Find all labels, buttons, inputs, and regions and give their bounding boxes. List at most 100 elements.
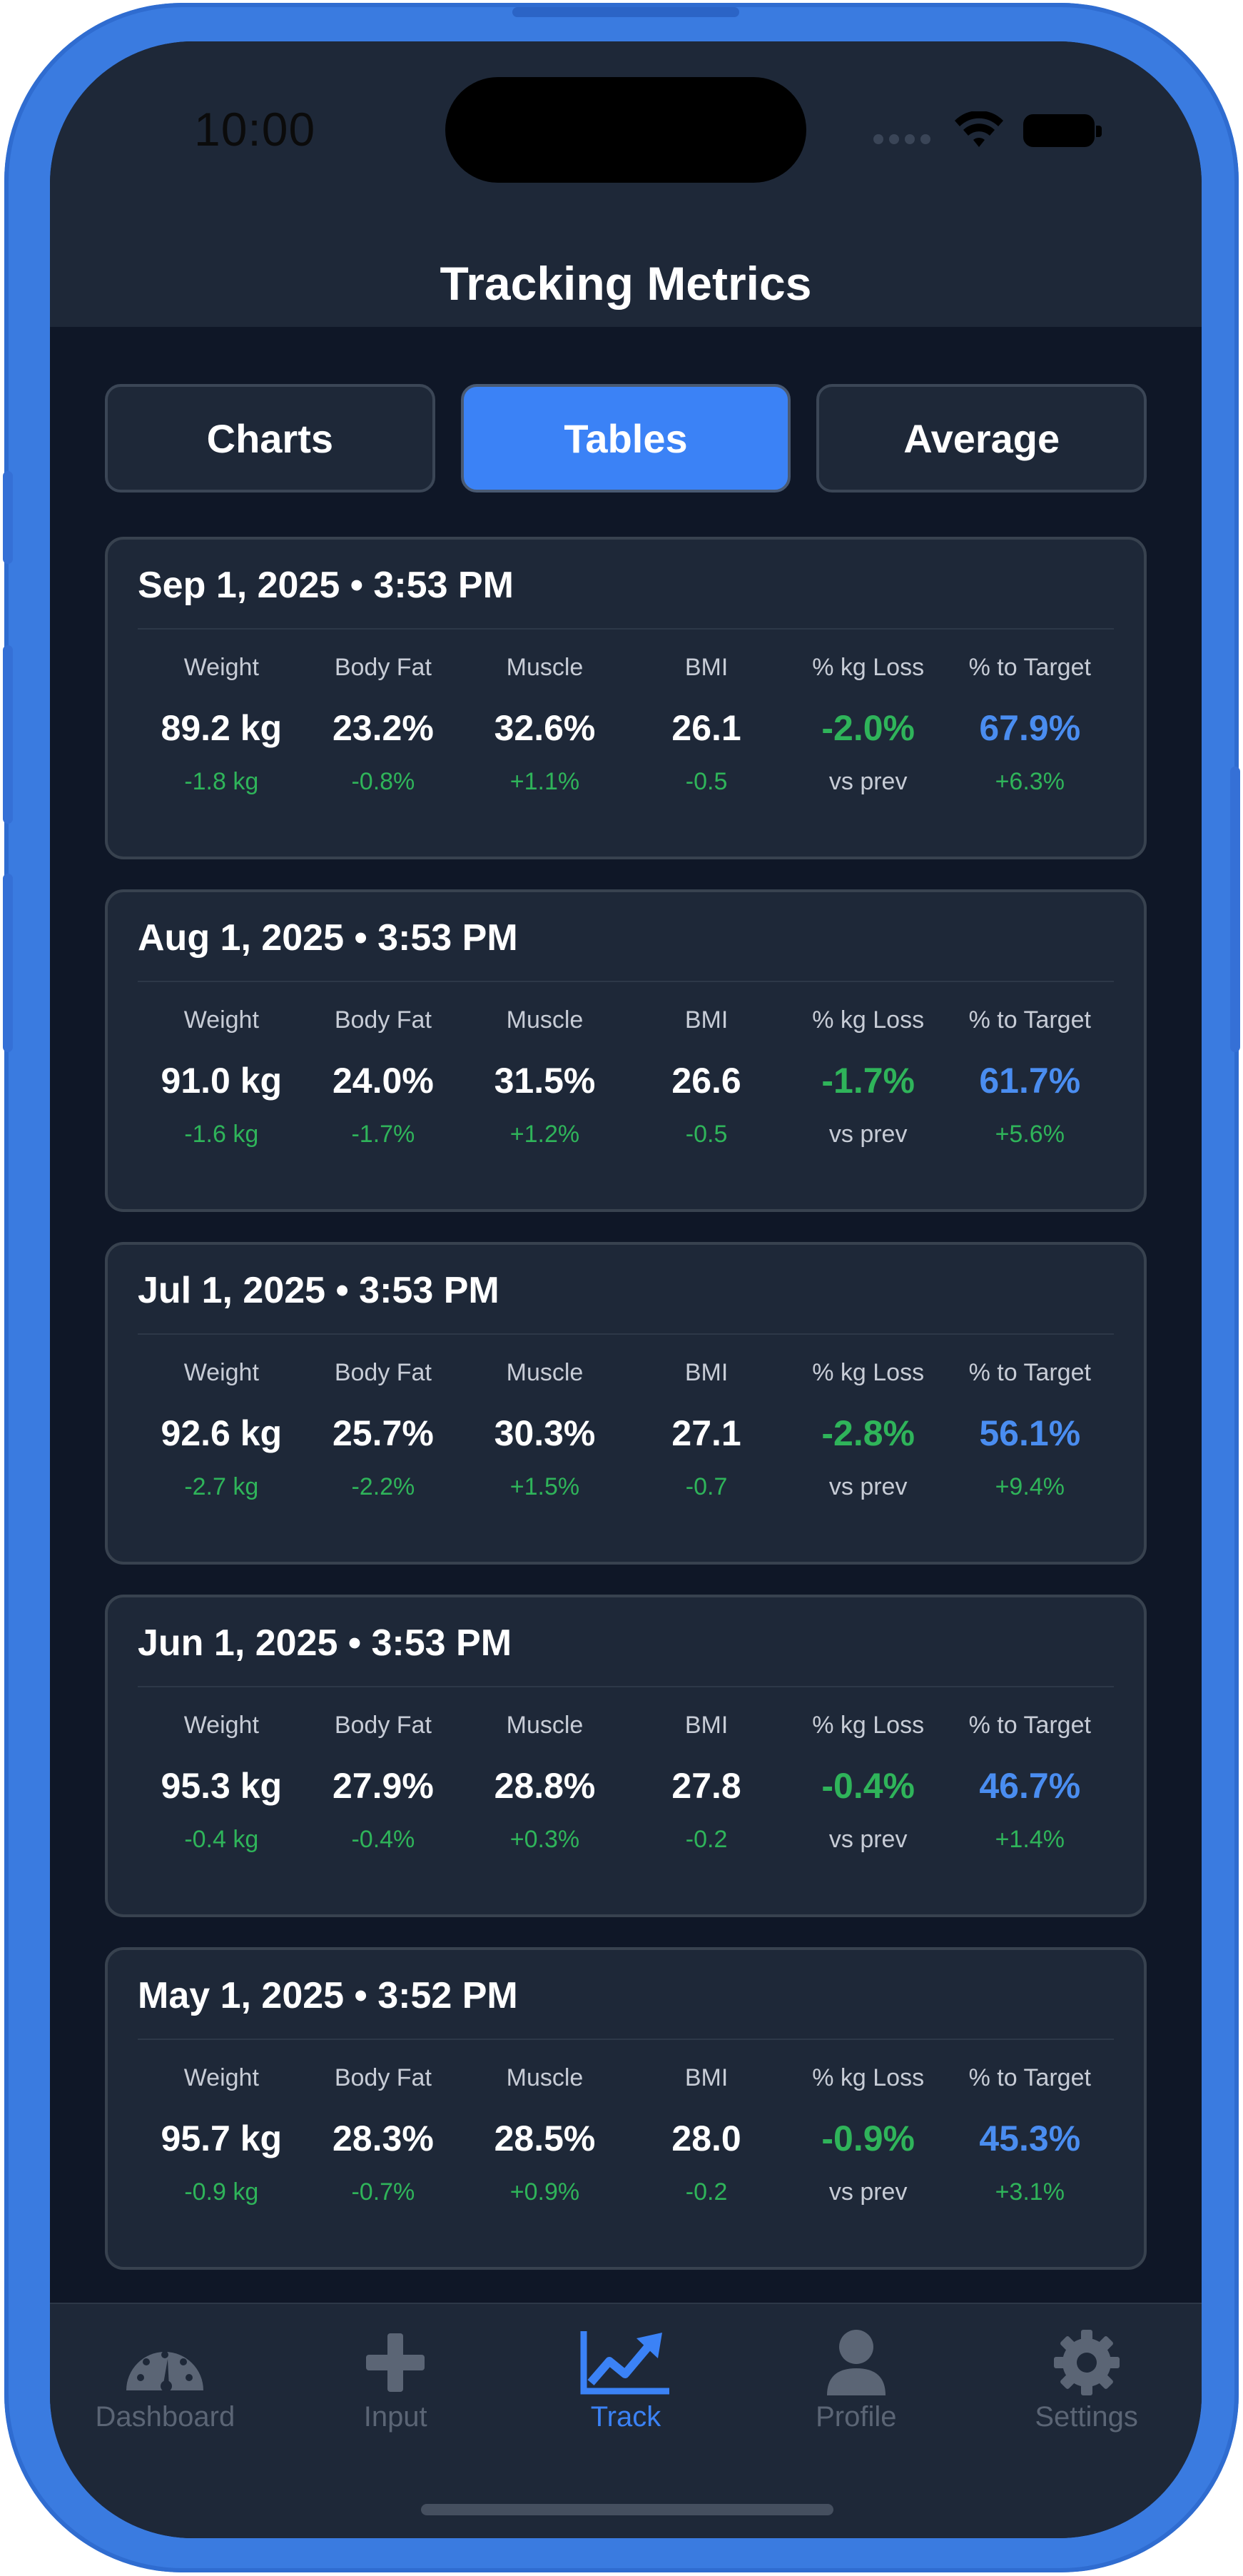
metric-delta: -1.6 kg (184, 1121, 259, 1148)
metric-label: % kg Loss (812, 1359, 925, 1386)
metric-weight: Weight 92.6 kg -2.7 kg (141, 1359, 303, 1501)
metric-label: Body Fat (334, 1006, 432, 1034)
entry-card[interactable]: Jun 1, 2025 • 3:53 PM Weight 95.3 kg -0.4 … (105, 1595, 1147, 1917)
tab-settings[interactable]: Settings (971, 2328, 1202, 2433)
tab-input[interactable]: Input (280, 2328, 511, 2433)
metric-label: Weight (183, 2064, 259, 2091)
metric-value: 89.2 kg (161, 708, 283, 748)
tab-label: Profile (816, 2401, 897, 2433)
metric-label: BMI (684, 2064, 729, 2091)
bottom-tab-bar: Dashboard Input (50, 2303, 1202, 2538)
metric-delta: +0.9% (509, 2178, 580, 2206)
tab-average[interactable]: Average (816, 384, 1147, 493)
plus-icon (349, 2328, 442, 2397)
home-indicator (421, 2504, 833, 2515)
tab-dashboard[interactable]: Dashboard (50, 2328, 280, 2433)
metric-to-target: % to Target 61.7% +5.6% (949, 1006, 1111, 1148)
metric-value: 27.1 (671, 1413, 741, 1453)
metrics-row: Weight 95.3 kg -0.4 kg Body Fat 27.9% -0.4% … (141, 1712, 1111, 1854)
metric-to-target: % to Target 46.7% +1.4% (949, 1712, 1111, 1854)
tab-track[interactable]: Track (511, 2328, 741, 2433)
metric-delta: -2.7 kg (184, 1473, 259, 1500)
divider (138, 1333, 1114, 1335)
entry-card[interactable]: May 1, 2025 • 3:52 PM Weight 95.7 kg -0.9 … (105, 1947, 1147, 2270)
metric-kg-loss: % kg Loss -0.4% vs prev (787, 1712, 949, 1854)
metric-weight: Weight 95.7 kg -0.9 kg (141, 2064, 303, 2206)
metric-delta: vs prev (828, 1121, 908, 1148)
metric-to-target: % to Target 56.1% +9.4% (949, 1359, 1111, 1501)
status-bar: 10:00 (50, 41, 1202, 184)
page-title: Tracking Metrics (440, 257, 812, 310)
metric-label: BMI (684, 1006, 729, 1034)
metrics-row: Weight 95.7 kg -0.9 kg Body Fat 28.3% -0.7% … (141, 2064, 1111, 2206)
entry-date: Jun 1, 2025 • 3:53 PM (138, 1622, 512, 1664)
metric-delta: +5.6% (995, 1121, 1065, 1148)
divider (138, 628, 1114, 630)
metric-label: BMI (684, 1712, 729, 1739)
battery-icon (1023, 114, 1102, 147)
metric-weight: Weight 91.0 kg -1.6 kg (141, 1006, 303, 1148)
metric-delta: -0.5 (685, 768, 728, 795)
entry-date: Sep 1, 2025 • 3:53 PM (138, 565, 514, 606)
metric-label: Body Fat (334, 654, 432, 681)
metric-label: Muscle (506, 2064, 584, 2091)
metric-kg-loss: % kg Loss -2.8% vs prev (787, 1359, 949, 1501)
metric-delta: +1.1% (509, 768, 580, 795)
metric-value: 28.3% (333, 2118, 434, 2158)
metric-value: 91.0 kg (161, 1061, 283, 1101)
metric-value: 26.1 (671, 708, 741, 748)
entry-card[interactable]: Aug 1, 2025 • 3:53 PM Weight 91.0 kg -1.6 … (105, 889, 1147, 1212)
metric-label: % kg Loss (812, 1006, 925, 1034)
gear-icon (1040, 2328, 1133, 2397)
metric-delta: +1.2% (509, 1121, 580, 1148)
metric-label: Muscle (506, 1712, 584, 1739)
metric-to-target: % to Target 45.3% +3.1% (949, 2064, 1111, 2206)
metric-value: -1.7% (821, 1061, 915, 1101)
metric-value: -2.8% (821, 1413, 915, 1453)
metric-label: Body Fat (334, 1712, 432, 1739)
metric-delta: -0.4% (351, 1826, 415, 1853)
metric-delta: vs prev (828, 2178, 908, 2206)
tab-label: Input (363, 2401, 427, 2433)
metric-bmi: BMI 28.0 -0.2 (626, 2064, 788, 2206)
view-tabs: Charts Tables Average (105, 384, 1147, 493)
metric-value: 28.8% (494, 1766, 596, 1806)
cellular-signal-icon (873, 134, 930, 144)
tab-charts[interactable]: Charts (105, 384, 435, 493)
metric-label: % to Target (968, 1712, 1091, 1739)
dynamic-island (445, 77, 806, 183)
entry-card[interactable]: Jul 1, 2025 • 3:53 PM Weight 92.6 kg -2.7 … (105, 1242, 1147, 1565)
screen: 10:00 Tracking Metrics Charts Tables Ave… (50, 41, 1202, 2538)
metric-to-target: % to Target 67.9% +6.3% (949, 654, 1111, 796)
metric-value: 27.9% (333, 1766, 434, 1806)
metric-value: 45.3% (979, 2118, 1081, 2158)
metric-delta: -0.5 (685, 1121, 728, 1148)
tab-tables[interactable]: Tables (460, 384, 791, 493)
power-button (1230, 767, 1240, 1052)
metric-value: 28.0 (671, 2118, 741, 2158)
metric-label: Body Fat (334, 1359, 432, 1386)
entry-date: May 1, 2025 • 3:52 PM (138, 1975, 518, 2016)
metric-value: 26.6 (671, 1061, 741, 1101)
metrics-row: Weight 91.0 kg -1.6 kg Body Fat 24.0% -1.7% … (141, 1006, 1111, 1148)
metric-value: -0.9% (821, 2118, 915, 2158)
metric-label: % to Target (968, 1359, 1091, 1386)
metric-body-fat: Body Fat 28.3% -0.7% (303, 2064, 465, 2206)
speaker-grille (512, 7, 739, 17)
entry-card[interactable]: Sep 1, 2025 • 3:53 PM Weight 89.2 kg -1.8 … (105, 537, 1147, 859)
metric-value: 24.0% (333, 1061, 434, 1101)
metric-label: Weight (183, 1006, 259, 1034)
metric-value: 32.6% (494, 708, 596, 748)
tab-label: Dashboard (95, 2401, 235, 2433)
tab-profile[interactable]: Profile (741, 2328, 971, 2433)
metric-label: % to Target (968, 2064, 1091, 2091)
metric-value: 46.7% (979, 1766, 1081, 1806)
metric-delta: -0.9 kg (184, 2178, 259, 2206)
metric-weight: Weight 95.3 kg -0.4 kg (141, 1712, 303, 1854)
metric-delta: +0.3% (509, 1826, 580, 1853)
metric-label: % kg Loss (812, 1712, 925, 1739)
metric-value: 95.3 kg (161, 1766, 283, 1806)
metric-label: % kg Loss (812, 2064, 925, 2091)
metric-body-fat: Body Fat 25.7% -2.2% (303, 1359, 465, 1501)
metric-delta: -1.7% (351, 1121, 415, 1148)
